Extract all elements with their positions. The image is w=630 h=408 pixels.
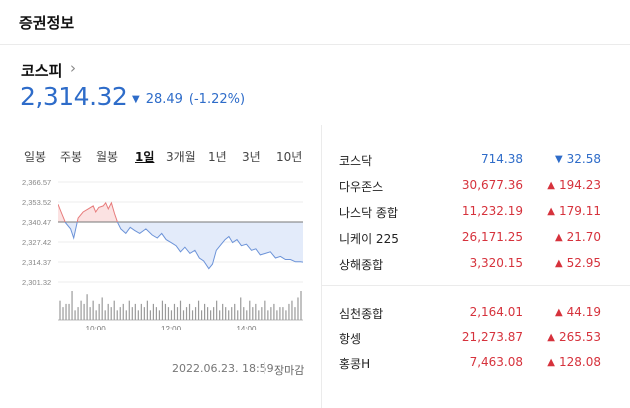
kospi-change-pct: (-1.22%) [188,92,246,107]
market-change: ▲ 179.11 [547,204,601,218]
market-row[interactable]: 항셍 21,273.87 ▲ 265.53 [339,328,609,348]
market-name[interactable]: 니케이 225 [339,232,399,246]
market-row[interactable]: 홍콩H 7,463.08 ▲ 128.08 [339,353,609,373]
market-value: 3,320.15 [469,256,523,270]
range-tab-6[interactable]: 3년 [242,150,261,164]
chart-footer-divider [264,362,265,374]
down-arrow-icon: ▼ [132,94,140,105]
market-change-amount: 194.23 [559,178,601,192]
market-value: 2,164.01 [469,305,523,319]
market-name[interactable]: 나스닥 종합 [339,206,399,220]
up-arrow-icon: ▲ [554,232,563,243]
market-name[interactable]: 항셍 [339,332,362,346]
kospi-value: 2,314.32 [20,82,128,111]
market-row[interactable]: 니케이 225 26,171.25 ▲ 21.70 [339,228,609,248]
market-row[interactable]: 상해종합 3,320.15 ▲ 52.95 [339,254,609,274]
y-tick-label: 2,301.32 [22,278,51,287]
up-arrow-icon: ▲ [547,332,555,343]
area-above-close [58,202,303,222]
x-tick-label: 10:00 [86,325,107,330]
market-change-amount: 32.58 [566,152,601,166]
market-value: 11,232.19 [461,204,523,218]
market-change-amount: 128.08 [559,355,601,369]
market-change: ▲ 44.19 [555,305,601,319]
market-row[interactable]: 심천종합 2,164.01 ▲ 44.19 [339,303,609,323]
up-arrow-icon: ▲ [554,258,563,269]
market-change: ▲ 265.53 [547,330,601,344]
market-name[interactable]: 홍콩H [339,357,371,371]
up-arrow-icon: ▲ [554,307,563,318]
chevron-right-icon[interactable]: › [70,59,76,77]
x-tick-label: 12:00 [161,325,182,330]
market-value: 30,677.36 [461,178,523,192]
market-change: ▲ 194.23 [547,178,601,192]
market-row[interactable]: 다우존스 30,677.36 ▲ 194.23 [339,176,609,196]
market-name[interactable]: 다우존스 [339,180,384,194]
range-tab-7[interactable]: 10년 [276,150,303,164]
area-below-close [58,222,303,269]
market-value: 26,171.25 [461,230,523,244]
market-change: ▲ 21.70 [555,230,601,244]
market-name[interactable]: 코스닥 [339,154,373,168]
y-tick-label: 2,327.42 [22,238,51,247]
series-line-below [64,222,303,270]
market-name[interactable]: 심천종합 [339,307,384,321]
market-change-amount: 265.53 [559,330,601,344]
header: 증권정보 [0,0,630,45]
kospi-change: ▼ 28.49 (-1.22%) [132,92,245,107]
y-tick-label: 2,353.52 [22,198,51,207]
chart-status: 장마감 [274,364,305,377]
kospi-change-amount: 28.49 [145,92,183,107]
market-change: ▲ 128.08 [547,355,601,369]
range-tab-5[interactable]: 1년 [208,150,227,164]
market-value: 21,273.87 [461,330,523,344]
kospi-chart: 2,366.57 2,353.52 2,340.47 2,327.42 2,314.37… [0,170,320,334]
market-value: 714.38 [481,152,523,166]
x-tick-label: 14:00 [236,325,257,330]
market-change: ▲ 52.95 [555,256,601,270]
up-arrow-icon: ▲ [547,180,555,191]
range-tab-4[interactable]: 3개월 [166,150,196,164]
up-arrow-icon: ▲ [547,357,555,368]
market-name[interactable]: 상해종합 [339,258,384,272]
down-arrow-icon: ▼ [554,154,563,165]
series-line-above [58,201,118,222]
market-change-amount: 52.95 [566,256,601,270]
market-change-amount: 179.11 [559,204,601,218]
y-tick-label: 2,340.47 [22,218,51,227]
kospi-name-link[interactable]: 코스피 [21,62,63,80]
range-tab-1[interactable]: 주봉 [60,150,83,164]
market-group-divider [322,285,630,286]
market-change: ▼ 32.58 [555,152,601,166]
range-tab-2[interactable]: 월봉 [96,150,119,164]
chart-datetime: 2022.06.23. 18:59 [172,362,274,375]
market-row[interactable]: 나스닥 종합 11,232.19 ▲ 179.11 [339,202,609,222]
range-tab-0[interactable]: 일봉 [24,150,47,164]
up-arrow-icon: ▲ [547,206,555,217]
market-change-amount: 21.70 [566,230,601,244]
header-title: 증권정보 [19,14,75,32]
range-tab-3[interactable]: 1일 [135,150,155,164]
y-tick-label: 2,366.57 [22,178,51,187]
y-tick-label: 2,314.37 [22,258,51,267]
market-value: 7,463.08 [469,355,523,369]
market-change-amount: 44.19 [566,305,601,319]
kospi-chart-svg: 2,366.57 2,353.52 2,340.47 2,327.42 2,314.37… [22,178,303,334]
column-divider [321,125,322,408]
market-row[interactable]: 코스닥 714.38 ▼ 32.58 [339,150,609,170]
